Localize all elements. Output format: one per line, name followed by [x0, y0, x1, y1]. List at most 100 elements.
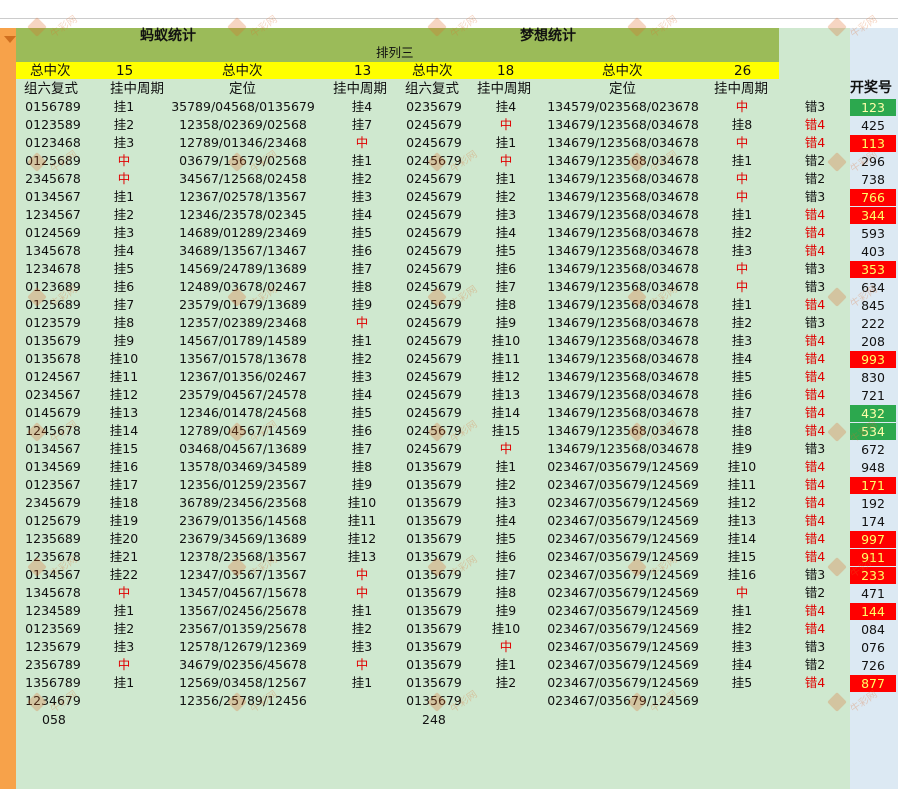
dream-position-cycle-cell: 挂3	[731, 333, 753, 348]
ant-position-cell: 14689/01289/23469	[179, 225, 307, 240]
dream-cycle-cell: 中	[499, 117, 513, 132]
ant-combo-cell: 1234567	[25, 207, 81, 222]
dream-position-cycle-cell: 挂5	[731, 369, 753, 384]
ant-position-cycle-cell: 挂3	[351, 369, 373, 384]
dream-position-cycle-cell: 中	[735, 585, 749, 600]
draw-number-cell: 593	[861, 226, 885, 241]
draw-number-cell: 845	[861, 298, 885, 313]
dream-position-cell: 023467/035679/124569	[547, 513, 699, 528]
dream-cycle-cell: 挂4	[495, 513, 517, 528]
error-count-cell: 错3	[804, 99, 826, 114]
dream-cycle-cell: 中	[499, 441, 513, 456]
dream-position-cell: 023467/035679/124569	[547, 693, 699, 708]
dream-combo-cell: 0245679	[406, 297, 462, 312]
dream-combo-cell: 0135679	[406, 513, 462, 528]
ant-position-cycle-cell: 挂4	[351, 387, 373, 402]
ant-combo-count: 15	[116, 63, 134, 79]
dream-position-cycle-cell: 中	[735, 171, 749, 186]
dream-cycle-cell: 挂9	[495, 603, 517, 618]
ant-position-cell: 13457/04567/15678	[179, 585, 307, 600]
ant-position-cycle-cell: 挂8	[351, 459, 373, 474]
ant-position-cycle-cell: 中	[355, 315, 369, 330]
dream-position-cycle-cell: 挂3	[731, 243, 753, 258]
dream-combo-cell: 0245679	[406, 369, 462, 384]
error-count-cell: 错4	[804, 531, 826, 546]
summary-band	[16, 62, 779, 79]
ant-position-cell: 14567/01789/14589	[179, 333, 307, 348]
ant-cycle-cell: 挂1	[113, 99, 135, 114]
ant-position-cycle-cell: 挂1	[351, 603, 373, 618]
ant-combo-cell: 1234678	[25, 261, 81, 276]
ant-combo-cell: 0234567	[25, 387, 81, 402]
ant-combo-cell: 0134567	[25, 189, 81, 204]
draw-number-cell: 432	[850, 405, 896, 422]
ant-position-cell: 12569/03458/12567	[179, 675, 307, 690]
dream-combo-cell: 0245679	[406, 351, 462, 366]
draw-number-cell: 830	[861, 370, 885, 385]
dream-position-cycle-cell: 挂2	[731, 621, 753, 636]
dream-cycle-cell: 挂1	[495, 459, 517, 474]
dream-position-cycle-cell: 挂16	[727, 567, 757, 582]
ant-position-cycle-cell: 中	[355, 657, 369, 672]
ant-position-cycle-header: 挂中周期	[333, 81, 387, 97]
dream-position-cycle-cell: 挂14	[727, 531, 757, 546]
dream-position-cell: 023467/035679/124569	[547, 459, 699, 474]
dream-combo-cell: 0245679	[406, 225, 462, 240]
dream-combo-cell: 0135679	[406, 531, 462, 546]
draw-number-cell: 192	[861, 496, 885, 511]
dream-cycle-cell: 挂10	[491, 333, 521, 348]
ant-position-cycle-cell: 挂7	[351, 261, 373, 276]
dream-cycle-cell: 挂5	[495, 243, 517, 258]
ant-combo-cell: 1345678	[25, 243, 81, 258]
ant-combo-cell: 0123468	[25, 135, 81, 150]
ant-combo-cell: 0124567	[25, 369, 81, 384]
error-count-cell: 错2	[804, 153, 826, 168]
ant-combo-cell: 0125679	[25, 513, 81, 528]
dream-combo-cell: 0245679	[406, 207, 462, 222]
dream-position-cell: 134679/123568/034678	[547, 369, 699, 384]
ant-position-cell: 03679/15679/02568	[179, 153, 307, 168]
error-count-cell: 错4	[804, 225, 826, 240]
dream-combo-cell: 0245679	[406, 279, 462, 294]
ant-combo-cell: 0123589	[25, 117, 81, 132]
dream-position-cycle-cell: 挂4	[731, 657, 753, 672]
error-count-cell: 错4	[804, 207, 826, 222]
ant-combo-cell: 1234589	[25, 603, 81, 618]
ant-cycle-cell: 挂17	[109, 477, 139, 492]
dream-position-cycle-cell: 挂4	[731, 351, 753, 366]
ant-cycle-cell: 挂16	[109, 459, 139, 474]
dream-position-cell: 134679/123568/034678	[547, 135, 699, 150]
ant-combo-cell: 0124569	[25, 225, 81, 240]
dream-combo-cell: 0135679	[406, 459, 462, 474]
dream-position-cycle-header: 挂中周期	[714, 81, 768, 97]
dream-combo-cell: 0135679	[406, 675, 462, 690]
error-count-cell: 错4	[804, 423, 826, 438]
ant-position-cell: 12346/01478/24568	[179, 405, 307, 420]
draw-number-cell: 766	[850, 189, 896, 206]
dream-cycle-cell: 挂11	[491, 351, 521, 366]
ant-cycle-cell: 挂3	[113, 639, 135, 654]
ant-combo-cell: 0123567	[25, 477, 81, 492]
dream-cycle-cell: 挂5	[495, 531, 517, 546]
dropdown-arrow-icon[interactable]	[4, 36, 16, 43]
dream-position-cell: 134679/123568/034678	[547, 351, 699, 366]
ant-footer-value: 058	[42, 712, 66, 727]
ant-cycle-cell: 挂1	[113, 603, 135, 618]
ant-position-cycle-cell: 挂5	[351, 225, 373, 240]
ant-cycle-cell: 挂18	[109, 495, 139, 510]
ant-position-cell: 12789/04567/14569	[179, 423, 307, 438]
dream-combo-cell: 0245679	[406, 171, 462, 186]
dream-combo-cell: 0245679	[406, 405, 462, 420]
ant-position-cycle-cell: 挂12	[347, 531, 377, 546]
dream-cycle-cell: 挂1	[495, 657, 517, 672]
ant-cycle-cell: 中	[117, 153, 131, 168]
ant-position-cycle-cell: 中	[355, 567, 369, 582]
draw-number-cell: 738	[861, 172, 885, 187]
ant-position-cell: 12346/23578/02345	[179, 207, 307, 222]
error-count-cell: 错3	[804, 189, 826, 204]
ant-position-cycle-cell: 挂8	[351, 279, 373, 294]
dream-position-cell: 134679/123568/034678	[547, 171, 699, 186]
ant-position-count: 13	[354, 63, 372, 79]
dream-combo-cell: 0135679	[406, 657, 462, 672]
draw-number-cell: 672	[861, 442, 885, 457]
